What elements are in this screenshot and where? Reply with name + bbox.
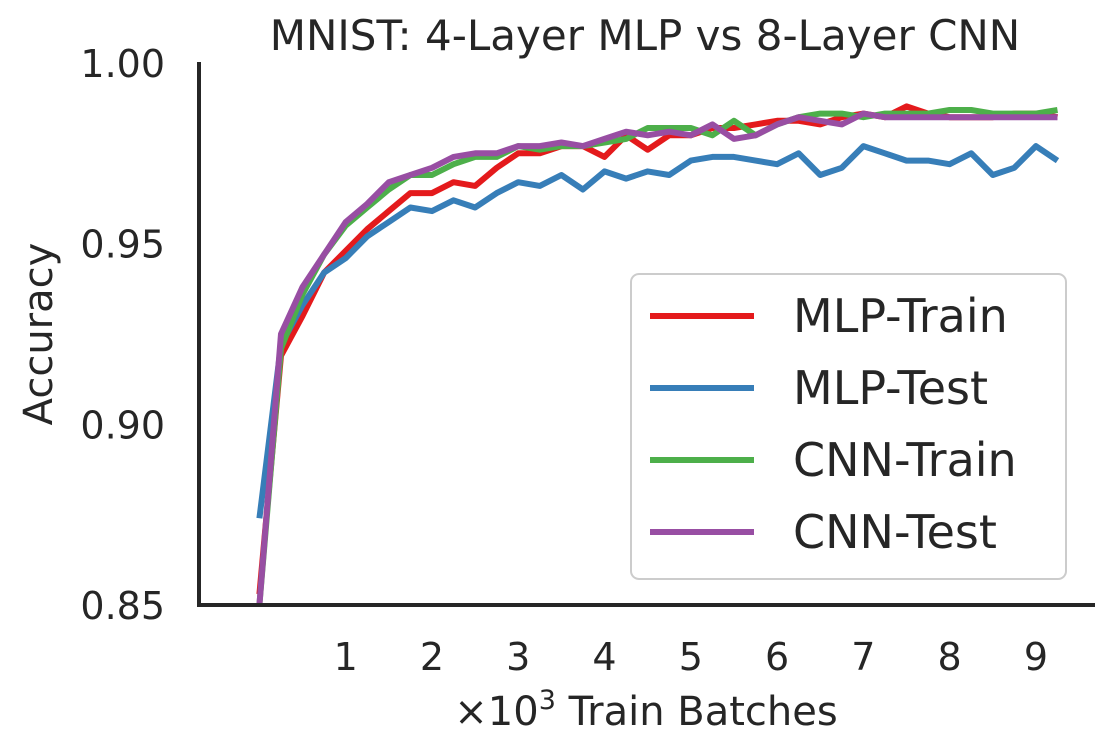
x-tick-labels: 1 2 3 4 5 6 7 8 9 (334, 635, 1048, 679)
x-tick-label: 8 (938, 635, 962, 679)
x-tick-label: 9 (1024, 635, 1048, 679)
chart-title: MNIST: 4-Layer MLP vs 8-Layer CNN (270, 11, 1020, 60)
legend: MLP-Train MLP-Test CNN-Train CNN-Test (630, 273, 1067, 580)
x-axis-label-exponent: 3 (539, 685, 556, 716)
legend-frame (630, 273, 1067, 580)
series-layer (256, 103, 1060, 606)
x-tick-label: 6 (765, 635, 789, 679)
x-axis-label-prefix: ×10 (454, 689, 538, 735)
y-tick-label: 0.95 (80, 223, 165, 267)
x-tick-label: 1 (334, 635, 358, 679)
x-tick-label: 2 (420, 635, 444, 679)
y-tick-label: 1.00 (80, 42, 165, 86)
x-axis-label: ×103 Train Batches (454, 685, 837, 735)
y-tick-label: 0.85 (80, 584, 165, 628)
y-tick-labels: 0.85 0.90 0.95 1.00 (80, 42, 165, 628)
legend-entries: MLP-Train MLP-Test CNN-Train CNN-Test (650, 289, 1017, 559)
legend-label: CNN-Test (793, 505, 997, 559)
series-line-cnn-test (256, 110, 1058, 606)
legend-label: MLP-Train (793, 289, 1008, 343)
y-tick-label: 0.90 (80, 403, 165, 447)
x-tick-label: 4 (592, 635, 616, 679)
legend-label: CNN-Train (793, 433, 1017, 487)
x-tick-label: 7 (851, 635, 875, 679)
legend-label: MLP-Test (793, 361, 988, 415)
x-tick-label: 3 (506, 635, 530, 679)
x-axis-label-suffix: Train Batches (556, 689, 838, 735)
series-line-mlp-test (256, 143, 1060, 519)
series-line-cnn-train (256, 107, 1058, 606)
y-axis-label: Accuracy (16, 243, 62, 426)
x-tick-label: 5 (679, 635, 703, 679)
